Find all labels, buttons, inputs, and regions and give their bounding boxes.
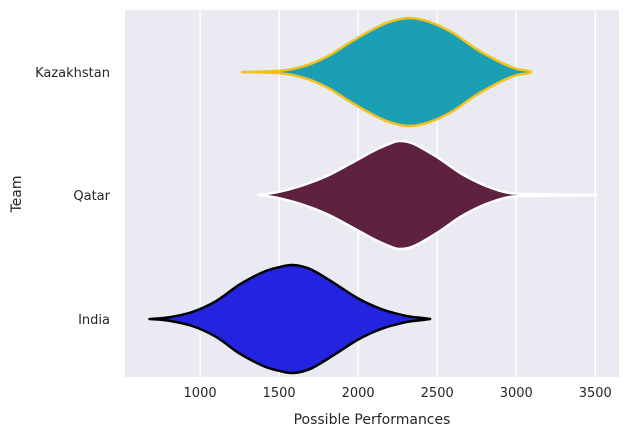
y-tick-labels: Kazakhstan Qatar India	[35, 66, 111, 328]
x-tick-label-1000: 1000	[184, 386, 217, 401]
x-tick-label-2000: 2000	[342, 386, 375, 401]
y-axis-label: Team	[9, 175, 25, 213]
x-tick-label-3000: 3000	[500, 386, 533, 401]
violins	[148, 16, 599, 375]
x-tick-label-2500: 2500	[421, 386, 454, 401]
violin-india	[148, 263, 432, 375]
violin-qatar	[257, 139, 599, 251]
x-tick-label-3500: 3500	[579, 386, 612, 401]
x-tick-label-1500: 1500	[263, 386, 296, 401]
x-axis-label: Possible Performances	[294, 412, 451, 428]
y-tick-label-kazakhstan: Kazakhstan	[35, 66, 110, 81]
y-tick-label-qatar: Qatar	[73, 189, 110, 204]
x-tick-labels: 1000 1500 2000 2500 3000 3500	[184, 386, 612, 401]
violin-kazakhstan	[240, 16, 533, 128]
y-tick-label-india: India	[78, 313, 110, 328]
